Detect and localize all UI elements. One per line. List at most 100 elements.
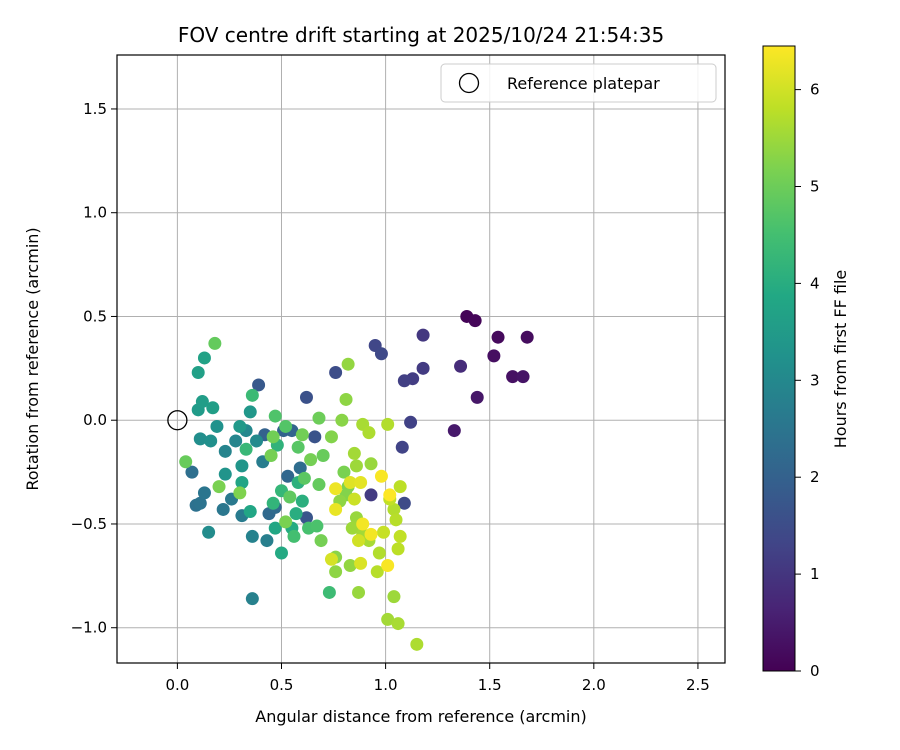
y-axis-label: Rotation from reference (arcmin) xyxy=(23,227,42,490)
data-point xyxy=(310,519,324,533)
data-point xyxy=(345,521,359,535)
data-point xyxy=(250,434,264,448)
data-point xyxy=(193,432,207,446)
colorbar-tick-label: 5 xyxy=(810,178,820,196)
data-point xyxy=(381,417,395,431)
data-point xyxy=(216,502,230,516)
data-point xyxy=(322,585,336,599)
data-point xyxy=(279,515,293,529)
data-point xyxy=(397,374,411,388)
data-point xyxy=(245,388,259,402)
reference-platepar-marker xyxy=(167,410,188,431)
grid-lines xyxy=(117,55,725,663)
data-point xyxy=(374,469,388,483)
data-point xyxy=(447,424,461,438)
data-point xyxy=(264,448,278,462)
data-point xyxy=(268,521,282,535)
y-tick-label: 1.0 xyxy=(83,204,107,222)
legend-reference-marker xyxy=(458,72,480,94)
data-point xyxy=(339,392,353,406)
x-axis-ticks: 0.0 0.5 1.0 1.5 2.0 2.5 xyxy=(165,663,710,694)
legend: Reference platepar xyxy=(440,63,717,103)
data-point xyxy=(354,556,368,570)
data-point xyxy=(208,336,222,350)
data-point xyxy=(191,365,205,379)
y-tick-label: −1.0 xyxy=(71,619,107,637)
data-point xyxy=(206,401,220,415)
data-point xyxy=(377,525,391,539)
data-point xyxy=(218,467,232,481)
data-point xyxy=(347,492,361,506)
data-point xyxy=(266,430,280,444)
data-point xyxy=(393,480,407,494)
scatter-points xyxy=(179,309,534,651)
data-point xyxy=(185,465,199,479)
data-point xyxy=(337,465,351,479)
data-point xyxy=(468,314,482,328)
y-tick-label: 0.5 xyxy=(83,307,107,325)
data-point xyxy=(391,542,405,556)
data-point xyxy=(210,419,224,433)
data-point xyxy=(268,409,282,423)
data-point xyxy=(289,507,303,521)
data-point xyxy=(218,444,232,458)
data-point xyxy=(454,359,468,373)
colorbar-ticks: 0 1 2 3 4 5 6 xyxy=(795,81,820,680)
x-tick-label: 1.0 xyxy=(374,676,398,694)
data-point xyxy=(239,442,253,456)
data-point xyxy=(410,637,424,651)
data-point xyxy=(395,440,409,454)
data-point xyxy=(381,558,395,572)
data-point xyxy=(352,585,366,599)
data-point xyxy=(233,486,247,500)
colorbar-tick-label: 2 xyxy=(810,468,820,486)
plot-frame xyxy=(116,54,726,664)
x-tick-label: 1.5 xyxy=(478,676,502,694)
data-point xyxy=(391,617,405,631)
data-point xyxy=(212,480,226,494)
data-point xyxy=(197,351,211,365)
data-point xyxy=(335,413,349,427)
data-point xyxy=(506,370,520,384)
data-point xyxy=(329,565,343,579)
y-tick-label: −0.5 xyxy=(71,515,107,533)
data-point xyxy=(202,525,216,539)
data-point xyxy=(362,426,376,440)
data-point xyxy=(349,459,363,473)
data-point xyxy=(235,475,249,489)
data-point xyxy=(381,612,395,626)
colorbar-tick-label: 1 xyxy=(810,565,820,583)
data-point xyxy=(316,448,330,462)
data-point xyxy=(383,488,397,502)
data-point xyxy=(304,453,318,467)
data-point xyxy=(299,511,313,525)
data-point xyxy=(520,330,534,344)
data-point xyxy=(193,496,207,510)
data-point xyxy=(387,502,401,516)
data-point xyxy=(233,419,247,433)
data-point xyxy=(204,434,218,448)
data-point xyxy=(260,534,274,548)
data-point xyxy=(243,505,257,519)
data-point xyxy=(243,405,257,419)
colorbar-tick-label: 0 xyxy=(810,662,820,680)
data-point xyxy=(354,475,368,489)
y-tick-label: 0.0 xyxy=(83,411,107,429)
data-point xyxy=(291,440,305,454)
data-point xyxy=(287,529,301,543)
data-point xyxy=(341,357,355,371)
x-tick-label: 0.5 xyxy=(270,676,294,694)
data-point xyxy=(252,378,266,392)
data-point xyxy=(324,430,338,444)
data-point xyxy=(329,365,343,379)
data-point xyxy=(416,361,430,375)
y-axis-ticks: −1.0 −0.5 0.0 0.5 1.0 1.5 xyxy=(71,100,117,637)
colorbar-tick-label: 3 xyxy=(810,371,820,389)
data-point xyxy=(295,494,309,508)
data-point xyxy=(416,328,430,342)
chart-title: FOV centre drift starting at 2025/10/24 … xyxy=(178,23,664,47)
data-point xyxy=(295,428,309,442)
data-point xyxy=(397,496,411,510)
data-point xyxy=(491,330,505,344)
